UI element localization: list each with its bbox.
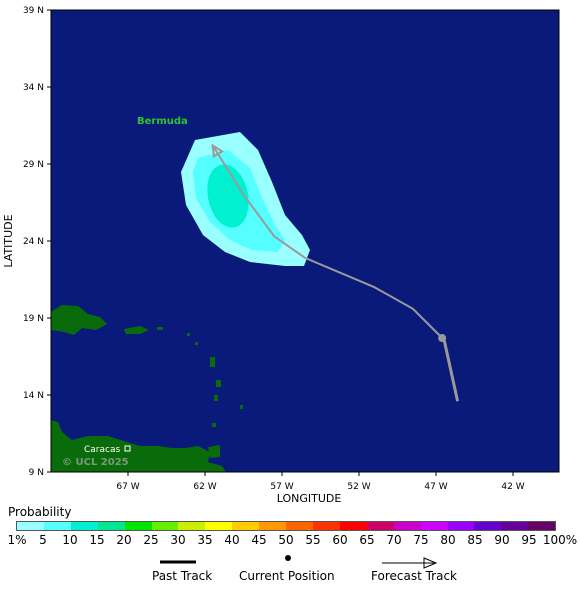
copyright-watermark: © UCL 2025 xyxy=(62,457,129,468)
current-position-key-dot xyxy=(285,555,291,561)
colorbar-labels: 1% 5 10 15 20 25 30 35 40 45 50 55 60 65 70 75 80 85 90 95 1… xyxy=(0,533,580,549)
land-hispaniola xyxy=(51,305,107,335)
lon-tick-label: 67 W xyxy=(116,482,139,492)
colorbar-label: 60 xyxy=(332,533,348,547)
land-puerto-rico xyxy=(124,326,149,334)
current-position-key-label: Current Position xyxy=(239,569,335,583)
colorbar-label: 40 xyxy=(224,533,240,547)
colorbar-label: 80 xyxy=(440,533,456,547)
lat-tick-label: 14 N xyxy=(23,391,44,401)
x-axis-title: LONGITUDE xyxy=(277,492,342,505)
storm-probability-map: Bermuda Caracas © UCL 2025 39 N 34 N 29 … xyxy=(2,6,560,505)
lat-tick-label: 9 N xyxy=(29,468,44,478)
colorbar-segment xyxy=(232,522,260,530)
colorbar-segment xyxy=(151,522,179,530)
bermuda-label: Bermuda xyxy=(137,116,188,127)
colorbar-label: 55 xyxy=(305,533,321,547)
colorbar-segment xyxy=(70,522,98,530)
colorbar-label: 30 xyxy=(170,533,186,547)
lon-tick-label: 42 W xyxy=(501,482,524,492)
colorbar-label: 20 xyxy=(116,533,132,547)
colorbar-segment xyxy=(393,522,421,530)
current-position-marker xyxy=(438,334,447,343)
colorbar-segment xyxy=(286,522,313,530)
caracas-label: Caracas xyxy=(84,445,120,455)
lon-tick-label: 57 W xyxy=(270,482,293,492)
land-barbados xyxy=(240,405,243,409)
forecast-track-key-label: Forecast Track xyxy=(371,569,457,583)
past-track-key-line xyxy=(160,560,196,564)
colorbar-segment xyxy=(178,522,206,530)
land-trinidad xyxy=(208,445,220,458)
colorbar-segment xyxy=(339,522,367,530)
land-south-america xyxy=(51,420,226,472)
lat-tick-label: 29 N xyxy=(23,160,44,170)
colorbar-segment xyxy=(43,522,71,530)
probability-colorbar xyxy=(16,521,556,531)
colorbar-segment xyxy=(447,522,475,530)
land-virgin-islands xyxy=(157,327,163,330)
probability-zone-core xyxy=(207,164,249,228)
colorbar-segment xyxy=(17,522,44,530)
land-masses xyxy=(51,305,243,472)
land-lesser-antilles-2 xyxy=(195,342,198,345)
caracas-marker xyxy=(124,445,131,452)
land-grenada xyxy=(212,423,216,427)
land-lesser-antilles-1 xyxy=(187,333,190,336)
past-track-key-label: Past Track xyxy=(152,569,213,583)
y-axis-title: LATITUDE xyxy=(2,214,15,267)
colorbar-label: 95 xyxy=(521,533,537,547)
colorbar-segment xyxy=(97,522,125,530)
lat-tick-label: 24 N xyxy=(23,237,44,247)
colorbar-segment xyxy=(259,522,287,530)
lat-tick-label: 39 N xyxy=(23,6,44,16)
land-lesser-antilles-3 xyxy=(210,357,215,367)
colorbar-label: 25 xyxy=(143,533,159,547)
colorbar-segment xyxy=(124,522,152,530)
colorbar-label: 5 xyxy=(39,533,47,547)
colorbar-label: 85 xyxy=(467,533,483,547)
lat-tick-label: 19 N xyxy=(23,314,44,324)
colorbar-segment xyxy=(312,522,340,530)
colorbar-label: 1% xyxy=(7,533,27,547)
colorbar-segment xyxy=(205,522,233,530)
colorbar-segment xyxy=(474,522,502,530)
forecast-arrowhead xyxy=(211,143,224,159)
colorbar-label: 45 xyxy=(251,533,267,547)
colorbar-label: 15 xyxy=(89,533,105,547)
land-lesser-antilles-5 xyxy=(214,395,218,401)
colorbar-label: 65 xyxy=(359,533,375,547)
colorbar-label: 50 xyxy=(278,533,294,547)
colorbar-segment xyxy=(501,522,529,530)
legend-title: Probability xyxy=(8,505,72,519)
land-lesser-antilles-4 xyxy=(216,380,221,387)
lat-tick-label: 34 N xyxy=(23,83,44,93)
colorbar-segment xyxy=(420,522,448,530)
colorbar-label: 10 xyxy=(62,533,78,547)
past-track-line xyxy=(442,337,460,402)
latitude-axis: 39 N 34 N 29 N 24 N 19 N 14 N 9 N xyxy=(23,6,51,478)
colorbar-label: 90 xyxy=(494,533,510,547)
colorbar-label: 75 xyxy=(413,533,429,547)
forecast-track-line xyxy=(211,144,443,339)
colorbar-label: 70 xyxy=(386,533,402,547)
longitude-axis: 67 W 62 W 57 W 52 W 47 W 42 W xyxy=(116,472,525,492)
track-key: Past Track Current Position Forecast Tra… xyxy=(0,552,580,592)
lon-tick-label: 62 W xyxy=(193,482,216,492)
colorbar-segment xyxy=(528,522,556,530)
lon-tick-label: 52 W xyxy=(347,482,370,492)
forecast-track-key-arrow xyxy=(382,557,438,569)
colorbar-label: 35 xyxy=(197,533,213,547)
colorbar-segment xyxy=(366,522,394,530)
colorbar-label: 100% xyxy=(542,533,578,547)
land-south-america-west xyxy=(51,440,66,468)
lon-tick-label: 47 W xyxy=(424,482,447,492)
